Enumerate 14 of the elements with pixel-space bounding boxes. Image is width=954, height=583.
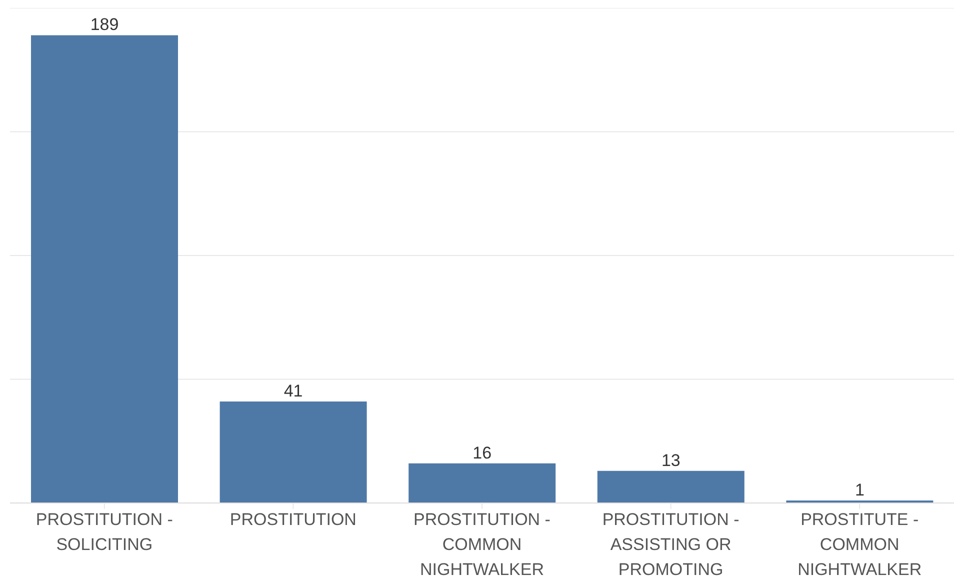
data-label: 16 [472,443,492,462]
bar [31,35,178,503]
bar [220,402,367,503]
x-tick-label: PROSTITUTION - COMMON NIGHTWALKER [414,510,550,579]
x-tick-label: PROSTITUTION - ASSISTING OR PROMOTING [602,510,740,579]
data-label: 41 [284,382,303,401]
x-tick-label: PROSTITUTION - SOLICITING [36,510,173,554]
x-tick-label: PROSTITUTION [230,510,356,529]
data-label: 1 [854,480,864,500]
data-label: 13 [661,450,680,470]
data-label: 189 [90,15,119,34]
bar [597,470,744,503]
bar [408,463,556,503]
x-tick-label: PROSTITUTE - COMMON NIGHTWALKER [798,510,922,579]
